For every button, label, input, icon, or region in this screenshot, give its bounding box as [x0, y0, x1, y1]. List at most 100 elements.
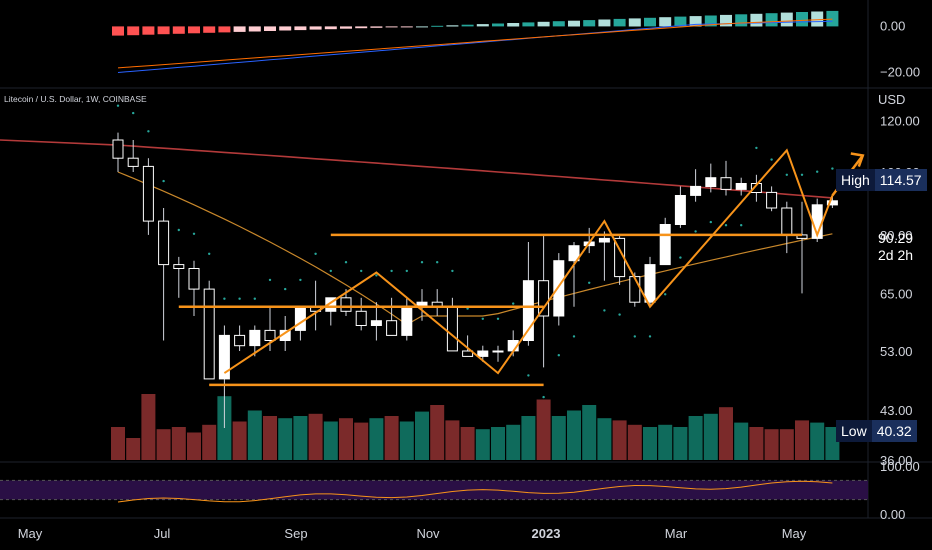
macd-histogram-bar — [689, 16, 702, 27]
macd-histogram-bar — [157, 26, 170, 35]
macd-histogram-bar — [704, 15, 717, 27]
volume-bar — [263, 416, 277, 460]
parabolic-sar-dot — [420, 261, 424, 264]
candle-body — [234, 334, 246, 347]
macd-histogram-bar — [796, 12, 808, 27]
volume-bar — [521, 416, 536, 460]
macd-histogram-bar — [172, 26, 185, 34]
parabolic-sar-dot — [390, 269, 393, 273]
volume-bar — [536, 399, 551, 460]
zigzag-projection — [223, 148, 834, 375]
rsi-axis-label: 0.00 — [880, 507, 905, 522]
volume-bar — [156, 429, 171, 460]
volume-bar — [293, 416, 308, 460]
volume-bar — [703, 413, 718, 460]
volume-bar — [202, 424, 217, 460]
parabolic-sar-dot — [132, 111, 135, 115]
macd-histogram-bar — [598, 19, 611, 27]
candle-body — [553, 260, 565, 317]
volume-bar — [247, 410, 262, 460]
volume-bar — [278, 418, 293, 460]
volume-bar — [399, 421, 414, 460]
parabolic-sar-dot — [603, 309, 606, 312]
macd-histogram-bar — [507, 23, 520, 27]
volume-bar — [506, 424, 521, 460]
candle-body — [294, 306, 306, 331]
candle-body — [401, 306, 413, 336]
macd-histogram-bar — [309, 26, 322, 30]
parabolic-sar-dot — [253, 297, 256, 300]
volume-bar — [460, 427, 475, 460]
volume-bar — [369, 418, 384, 460]
parabolic-sar-dot — [740, 224, 743, 227]
symbol-title: Litecoin / U.S. Dollar, 1W, COINBASE — [4, 94, 147, 104]
volume-bar — [779, 429, 794, 460]
parabolic-sar-dot — [238, 297, 241, 300]
parabolic-sar-dot — [344, 261, 348, 264]
parabolic-sar-dot — [208, 252, 211, 255]
candle-body — [325, 297, 337, 312]
volume-bar — [308, 413, 323, 460]
volume-bar — [582, 405, 597, 460]
parabolic-sar-dot — [116, 104, 120, 107]
parabolic-sar-dot — [496, 317, 500, 320]
low-badge: Low 40.32 — [836, 420, 917, 442]
candle-body — [249, 329, 261, 347]
macd-histogram-bar — [750, 13, 763, 27]
parabolic-sar-dot — [147, 130, 150, 133]
price-axis-label: 43.00 — [880, 403, 913, 418]
time-axis-label: May — [782, 526, 807, 541]
volume-bar — [658, 424, 673, 460]
parabolic-sar-dot — [816, 170, 819, 173]
rsi-line — [117, 480, 833, 503]
parabolic-sar-dot — [375, 274, 378, 277]
volume-bar — [719, 407, 733, 460]
parabolic-sar-dot — [314, 252, 317, 255]
high-badge: High 114.57 — [836, 169, 927, 191]
macd-histogram-bar — [385, 26, 398, 28]
volume-bar — [126, 438, 141, 460]
volume-bar — [597, 418, 612, 460]
volume-bar — [673, 427, 688, 460]
parabolic-sar-dot — [618, 313, 621, 316]
parabolic-sar-dot — [405, 269, 408, 273]
parabolic-sar-dot — [192, 232, 196, 235]
macd-histogram-bar — [446, 25, 459, 27]
volume-bar — [475, 429, 490, 460]
mid-moving-average — [117, 171, 833, 326]
parabolic-sar-dot — [648, 335, 652, 338]
candle-body — [568, 245, 580, 262]
parabolic-sar-dot — [557, 354, 560, 357]
candle-body — [826, 200, 838, 206]
long-moving-average — [0, 139, 833, 199]
parabolic-sar-dot — [360, 269, 363, 273]
parabolic-sar-dot — [162, 179, 165, 183]
macd-histogram-bar — [416, 26, 428, 28]
macd-histogram-bar — [127, 26, 140, 36]
rsi-band — [0, 480, 868, 500]
parabolic-sar-dot — [466, 307, 469, 310]
last-price-label: 90.29 — [878, 230, 914, 246]
parabolic-sar-dot — [481, 317, 484, 320]
volume-bar — [810, 422, 825, 460]
macd-axis-label: 0.00 — [880, 18, 905, 33]
time-axis-label: Nov — [416, 526, 440, 541]
volume-bar — [384, 416, 399, 460]
macd-histogram-bar — [279, 26, 292, 31]
macd-histogram-bar — [583, 20, 596, 27]
candle-body — [158, 220, 170, 266]
volume-bar — [232, 421, 247, 460]
macd-axis-label: −20.00 — [880, 65, 920, 80]
macd-histogram-bar — [233, 26, 246, 32]
candle-body — [446, 306, 458, 352]
volume-bar — [749, 427, 764, 460]
candle-body — [127, 157, 139, 167]
time-axis-label: May — [18, 526, 43, 541]
price-axis-label: 80.00 — [880, 228, 913, 243]
candle-body — [750, 183, 762, 193]
parabolic-sar-dot — [572, 335, 576, 338]
high-badge-value: 114.57 — [874, 169, 927, 191]
candle-body — [705, 177, 717, 187]
time-axis-label: Mar — [665, 526, 688, 541]
